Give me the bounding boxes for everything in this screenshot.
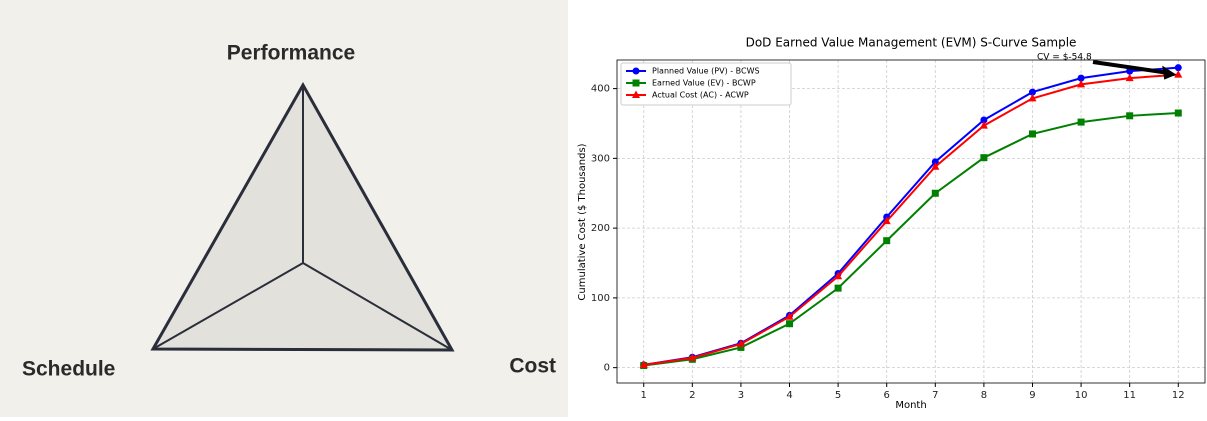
- y-axis-label: Cumulative Cost ($ Thousands): [577, 143, 588, 300]
- marker: [932, 190, 939, 197]
- x-tick-label: 6: [884, 390, 890, 401]
- diagram-label: Schedule: [22, 358, 115, 381]
- x-tick-label: 12: [1172, 390, 1185, 401]
- x-tick-label: 2: [689, 390, 695, 401]
- canvas: Performance Schedule Cost DoD Earned Val…: [0, 0, 1207, 417]
- x-tick-label: 11: [1123, 390, 1136, 401]
- annotation: CV = $-54.8: [1037, 53, 1092, 63]
- x-tick-label: 4: [786, 390, 792, 401]
- y-tick-label: 0: [604, 363, 610, 374]
- marker: [633, 68, 640, 75]
- x-tick-label: 3: [738, 390, 744, 401]
- chart-title: DoD Earned Value Management (EVM) S-Curv…: [746, 36, 1077, 50]
- legend-label: Actual Cost (AC) - ACWP: [652, 91, 749, 100]
- marker: [786, 320, 793, 327]
- series-line: [644, 75, 1179, 365]
- marker: [835, 285, 842, 292]
- legend-label: Planned Value (PV) - BCWS: [652, 67, 760, 76]
- marker: [633, 80, 640, 87]
- y-tick-label: 300: [591, 153, 610, 164]
- series-line: [644, 113, 1179, 366]
- x-tick-label: 5: [835, 390, 841, 401]
- x-tick-label: 8: [981, 390, 987, 401]
- y-tick-label: 400: [591, 84, 610, 95]
- marker: [1029, 130, 1036, 137]
- marker: [1126, 112, 1133, 119]
- diagram-label: Cost: [509, 355, 556, 378]
- marker: [1175, 64, 1182, 71]
- legend-label: Earned Value (EV) - BCWP: [652, 79, 756, 88]
- y-tick-label: 100: [591, 293, 610, 304]
- plot-frame: [617, 60, 1205, 383]
- x-tick-label: 9: [1029, 390, 1035, 401]
- marker: [883, 237, 890, 244]
- marker: [1078, 119, 1085, 126]
- x-tick-label: 10: [1075, 390, 1088, 401]
- page: Performance Schedule Cost DoD Earned Val…: [0, 0, 1207, 417]
- x-axis-label: Month: [895, 400, 926, 411]
- marker: [980, 154, 987, 161]
- x-tick-label: 1: [641, 390, 647, 401]
- y-tick-label: 200: [591, 223, 610, 234]
- diagram-label: Performance: [227, 42, 355, 65]
- x-tick-label: 7: [932, 390, 938, 401]
- marker: [1175, 110, 1182, 117]
